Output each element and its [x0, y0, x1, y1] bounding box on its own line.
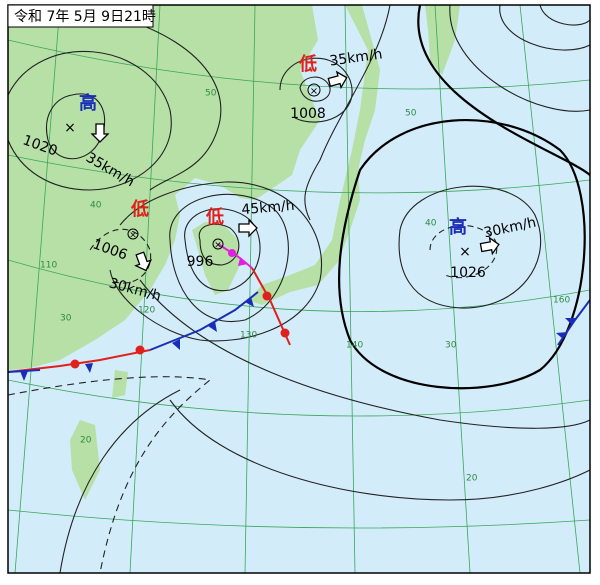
grid-label: 30 [445, 341, 457, 351]
pressure-label: 1008 [290, 106, 326, 122]
fronts [8, 243, 590, 381]
graticule [8, 5, 590, 573]
continent [8, 5, 320, 370]
svg-text:×: × [214, 241, 222, 251]
japan [248, 5, 380, 305]
title: 令和 7年 5月 9日21時 [14, 9, 156, 25]
frame [7, 4, 591, 574]
grid-label: 20 [80, 436, 92, 446]
system-kind: 高 [449, 216, 467, 238]
grid-label: 40 [90, 201, 102, 211]
svg-text:×: × [64, 120, 76, 136]
grid-label: 130 [240, 331, 257, 341]
system-kind: 低 [298, 53, 317, 75]
isobars [8, 5, 590, 573]
grid-label: 20 [466, 474, 478, 484]
speed-label: 35km/h [329, 46, 384, 69]
grid-label: 50 [205, 89, 217, 99]
pressure-centers: × × × × × [64, 83, 471, 260]
grid-label: 140 [346, 341, 363, 351]
pressure-label: 996 [187, 254, 214, 270]
korea [192, 222, 240, 295]
grid-label: 110 [40, 261, 57, 271]
system-kind: 低 [205, 206, 224, 228]
pressure-label: 1026 [450, 265, 486, 281]
system-kind: 高 [79, 92, 97, 114]
islands [70, 370, 128, 500]
grid-label: 160 [553, 296, 570, 306]
grid-label: 120 [138, 306, 155, 316]
grid-label: 40 [425, 219, 437, 229]
system-kind: 低 [130, 198, 149, 220]
map-body: × × × × × 50 50 40 40 30 30 20 20 110 12… [8, 5, 590, 573]
svg-text:×: × [459, 244, 471, 260]
speed-label: 45km/h [241, 198, 295, 219]
grid-label: 50 [405, 109, 417, 119]
svg-text:×: × [129, 231, 137, 241]
svg-text:×: × [310, 86, 318, 97]
grid-label: 30 [60, 314, 72, 324]
grid-labels: 50 50 40 40 30 30 20 20 110 120 130 140 … [40, 89, 570, 484]
title-box [7, 4, 154, 28]
